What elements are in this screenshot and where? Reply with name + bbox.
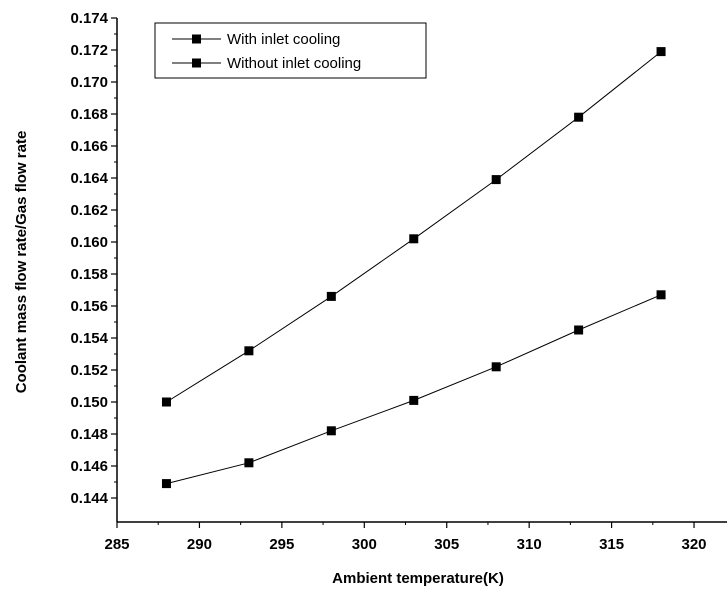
- data-point: [656, 290, 666, 300]
- data-point: [161, 397, 171, 407]
- legend-box: [154, 22, 427, 79]
- y-tick-label: 0.152: [70, 362, 108, 379]
- data-point: [574, 112, 584, 122]
- data-point: [326, 426, 336, 436]
- y-tick-label: 0.150: [70, 394, 108, 411]
- y-tick-label: 0.156: [70, 298, 108, 315]
- x-tick-label: 310: [517, 536, 542, 553]
- y-tick-label: 0.158: [70, 266, 108, 283]
- data-point: [491, 362, 501, 372]
- y-tick-label: 0.174: [70, 10, 108, 27]
- y-axis: 0.144 0.146 0.148 0.150 0.152 0.154 0.156 0.158…: [70, 10, 117, 507]
- legend-label: Without inlet cooling: [227, 55, 361, 72]
- data-point: [409, 234, 419, 244]
- legend-marker: [192, 34, 201, 44]
- x-tick-label: 295: [269, 536, 294, 553]
- data-point: [161, 479, 171, 489]
- y-tick-label: 0.164: [70, 170, 108, 187]
- series-layer: [161, 47, 666, 489]
- x-tick-label: 305: [434, 536, 459, 553]
- x-tick-label: 320: [682, 536, 707, 553]
- y-tick-label: 0.168: [70, 106, 108, 123]
- data-point: [574, 325, 584, 335]
- x-tick-label: 290: [187, 536, 212, 553]
- y-tick-label: 0.172: [70, 42, 108, 59]
- x-axis: 285 290 295 300 305 310 315 320: [104, 522, 707, 553]
- series-2: [161, 47, 666, 407]
- x-tick-label: 285: [104, 536, 129, 553]
- series-line: [166, 294, 662, 485]
- legend: With inlet cooling Without inlet cooling: [154, 22, 427, 79]
- data-point: [244, 458, 254, 468]
- y-tick-label: 0.144: [70, 490, 108, 507]
- y-tick-label: 0.170: [70, 74, 108, 91]
- data-point: [656, 47, 666, 57]
- y-tick-label: 0.166: [70, 138, 108, 155]
- y-tick-label: 0.146: [70, 458, 108, 475]
- series-line: [166, 51, 662, 403]
- series-1: [161, 290, 666, 489]
- legend-marker: [192, 58, 201, 68]
- data-point: [491, 175, 501, 185]
- y-axis-label: Coolant mass flow rate/Gas flow rate: [13, 131, 30, 394]
- y-tick-label: 0.162: [70, 202, 108, 219]
- legend-label: With inlet cooling: [227, 31, 340, 48]
- data-point: [326, 291, 336, 301]
- y-tick-label: 0.148: [70, 426, 108, 443]
- data-point: [409, 395, 419, 405]
- x-tick-label: 315: [599, 536, 624, 553]
- plot-frame: [116, 18, 727, 523]
- x-tick-label: 300: [352, 536, 377, 553]
- x-axis-label: Ambient temperature(K): [332, 570, 504, 587]
- y-tick-label: 0.160: [70, 234, 108, 251]
- y-tick-label: 0.154: [70, 330, 108, 347]
- data-point: [244, 346, 254, 356]
